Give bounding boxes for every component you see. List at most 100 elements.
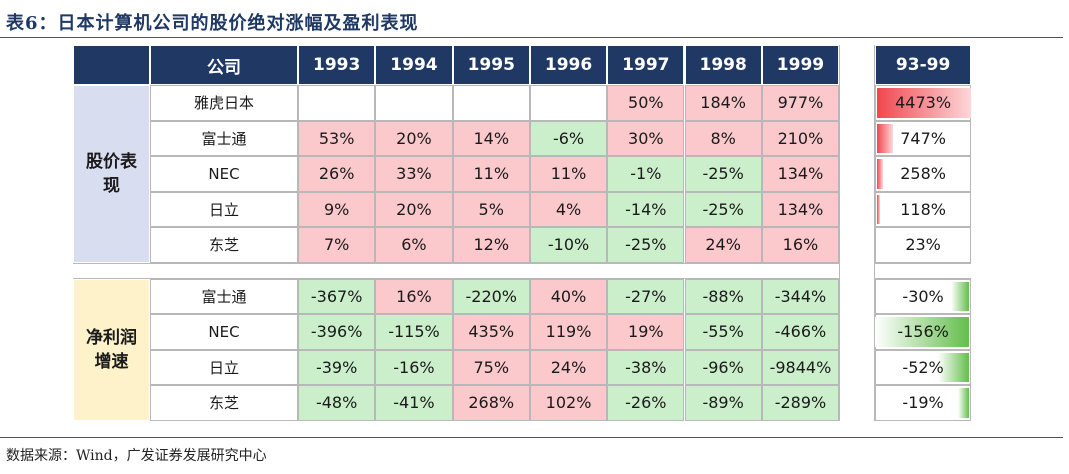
table-cell: 134% xyxy=(761,156,840,192)
total-cell: 23% xyxy=(875,227,972,263)
header-year-1994: 1994 xyxy=(375,45,453,85)
total-value: 23% xyxy=(905,235,941,255)
data-bar xyxy=(877,194,881,224)
section-separator xyxy=(73,262,972,279)
total-cell: -30% xyxy=(875,278,972,314)
total-value: 258% xyxy=(900,164,946,184)
table-cell: -367% xyxy=(298,278,376,314)
table-cell: -220% xyxy=(452,278,530,314)
header-year-1995: 1995 xyxy=(452,45,530,85)
section_stock-label-line1: 股价表 xyxy=(86,151,137,172)
table-cell: -6% xyxy=(529,120,608,156)
table-cell xyxy=(529,85,608,121)
table-cell: 20% xyxy=(375,120,453,156)
total-cell: 4473% xyxy=(875,85,972,121)
table-cell: -89% xyxy=(684,385,762,421)
table-cell: -41% xyxy=(375,385,453,421)
table-cell: 210% xyxy=(761,120,840,156)
total-value: -30% xyxy=(902,286,944,306)
company-name: 富士通 xyxy=(150,278,298,314)
table-cell: -26% xyxy=(607,385,685,421)
table-cell: -39% xyxy=(298,349,376,385)
table-cell: 134% xyxy=(761,191,840,227)
company-name: 东芝 xyxy=(150,385,298,421)
table-cell: 50% xyxy=(607,85,685,121)
total-value: 4473% xyxy=(895,93,952,113)
table-cell: 184% xyxy=(684,85,762,121)
table-cell: -466% xyxy=(761,314,840,350)
section_profit-label: 净利润 增速 xyxy=(73,278,150,421)
table-cell: 19% xyxy=(607,314,685,350)
table-cell: -55% xyxy=(684,314,762,350)
total-value: -52% xyxy=(902,357,944,377)
section_stock-label: 股价表现 xyxy=(73,85,150,263)
company-name: 富士通 xyxy=(150,120,298,156)
table-cell: 14% xyxy=(452,120,530,156)
table-cell: 12% xyxy=(452,227,530,263)
section_profit-label-line2: 增速 xyxy=(94,351,129,372)
table-cell: -25% xyxy=(684,156,762,192)
table-cell xyxy=(298,85,376,121)
header-year-1997: 1997 xyxy=(607,45,685,85)
table-cell: -38% xyxy=(607,349,685,385)
table-cell: 24% xyxy=(529,349,608,385)
company-name: NEC xyxy=(150,314,298,350)
table-cell: 8% xyxy=(684,120,762,156)
table-cell: -96% xyxy=(684,349,762,385)
table-cell xyxy=(452,85,530,121)
section_profit-label-line1: 净利润 xyxy=(86,327,137,348)
header-total: 93-99 xyxy=(875,45,972,85)
stock-profit-table: 公司 1993 1994 1995 1996 1997 1998 1999 93-99 股价表现雅… xyxy=(73,45,994,421)
data-bar xyxy=(877,123,893,153)
table-cell: 53% xyxy=(298,120,376,156)
company-name: 日立 xyxy=(150,191,298,227)
table-cell: -88% xyxy=(684,278,762,314)
company-name: NEC xyxy=(150,156,298,192)
table-cell xyxy=(375,85,453,121)
column-gap xyxy=(839,45,876,421)
header-company: 公司 xyxy=(150,45,298,85)
table-cell: 20% xyxy=(375,191,453,227)
table-cell: 24% xyxy=(684,227,762,263)
total-cell: -156% xyxy=(875,314,972,350)
table-cell: -396% xyxy=(298,314,376,350)
table-cell: 268% xyxy=(452,385,530,421)
table-cell: 26% xyxy=(298,156,376,192)
total-value: -19% xyxy=(902,393,944,413)
section_stock-label-line2: 现 xyxy=(103,175,120,196)
header-year-1996: 1996 xyxy=(529,45,608,85)
top-rule xyxy=(0,37,1063,38)
total-value: -156% xyxy=(897,322,949,342)
table-cell: 16% xyxy=(375,278,453,314)
table-cell: -10% xyxy=(529,227,608,263)
total-cell: 258% xyxy=(875,156,972,192)
data-bar xyxy=(957,388,970,418)
total-cell: 118% xyxy=(875,191,972,227)
company-name: 日立 xyxy=(150,349,298,385)
source-note: 数据来源：Wind，广发证券发展研究中心 xyxy=(6,448,267,464)
table-cell: -115% xyxy=(375,314,453,350)
table-cell: 7% xyxy=(298,227,376,263)
table-cell: 6% xyxy=(375,227,453,263)
total-value: 118% xyxy=(900,199,946,219)
data-bar xyxy=(877,88,972,118)
table-cell: 5% xyxy=(452,191,530,227)
table-cell: 75% xyxy=(452,349,530,385)
table-cell: 11% xyxy=(452,156,530,192)
header-year-1993: 1993 xyxy=(298,45,376,85)
table-cell: -48% xyxy=(298,385,376,421)
table-cell: -25% xyxy=(607,227,685,263)
company-name: 东芝 xyxy=(150,227,298,263)
table-cell: -1% xyxy=(607,156,685,192)
header-year-1999: 1999 xyxy=(761,45,840,85)
company-name: 雅虎日本 xyxy=(150,85,298,121)
data-bar xyxy=(951,281,970,311)
table-cell: 9% xyxy=(298,191,376,227)
table-cell: 435% xyxy=(452,314,530,350)
table-cell: -9844% xyxy=(761,349,840,385)
table-cell: -25% xyxy=(684,191,762,227)
table-cell: 4% xyxy=(529,191,608,227)
table-cell: -289% xyxy=(761,385,840,421)
table-title: 表6：日本计算机公司的股价绝对涨幅及盈利表现 xyxy=(6,13,419,34)
table-cell: -16% xyxy=(375,349,453,385)
